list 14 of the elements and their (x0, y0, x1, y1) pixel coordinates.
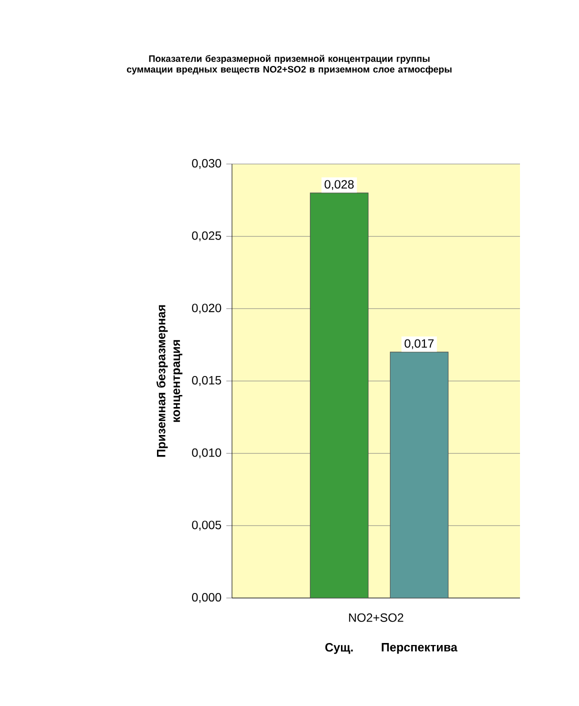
y-tick-label: 0,030 (192, 159, 222, 169)
y-tick-label: 0,020 (192, 304, 222, 314)
x-axis-title: NO2+SO2 (349, 613, 404, 622)
x-tick-label: Сущ. (325, 643, 353, 654)
y-tick-label: 0,015 (192, 376, 222, 386)
x-tick-label: Перспектива (382, 643, 458, 654)
y-tick-label: 0,010 (192, 448, 222, 458)
data-label: 0,028 (324, 180, 354, 190)
y-tick-label: 0,000 (192, 593, 222, 603)
y-axis-title: Приземная безразмерная концентрация (156, 305, 182, 457)
data-label: 0,017 (404, 339, 434, 350)
y-tick-label: 0,005 (192, 520, 222, 531)
y-tick-label: 0,025 (192, 231, 222, 242)
chart-title: Показатели безразмерной приземной концентрации группы суммации вредных веществ NO2+SO2 в приземном слое атмосферы (126, 54, 452, 74)
